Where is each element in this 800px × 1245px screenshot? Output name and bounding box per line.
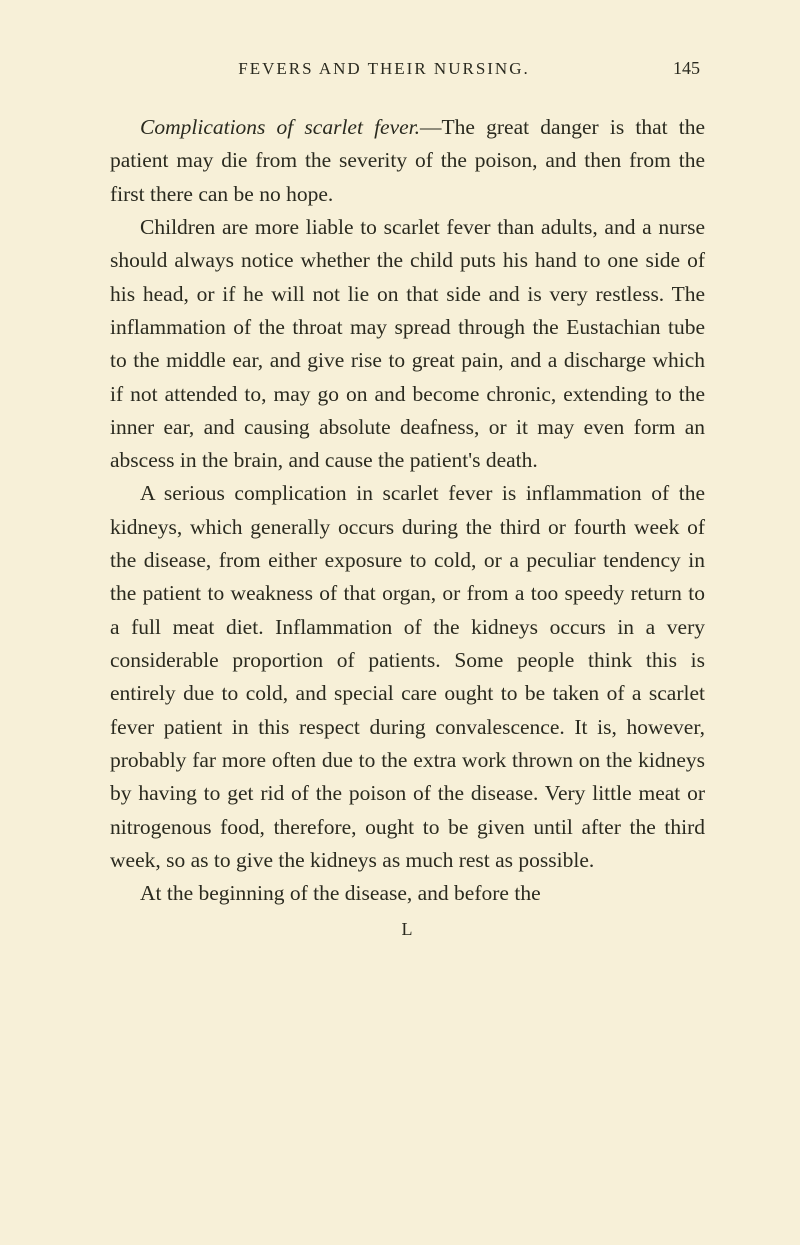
paragraph-4: At the beginning of the disease, and bef…	[110, 877, 705, 910]
page-header: FEVERS AND THEIR NURSING. 145	[110, 58, 705, 79]
paragraph-3: A serious complication in scarlet fever …	[110, 477, 705, 877]
paragraph-1: Complications of scarlet fever.—The grea…	[110, 111, 705, 211]
header-title: FEVERS AND THEIR NURSING.	[115, 59, 653, 79]
paragraph-2: Children are more liable to scarlet feve…	[110, 211, 705, 478]
signature-mark: L	[110, 919, 705, 940]
body-text: Complications of scarlet fever.—The grea…	[110, 111, 705, 911]
paragraph-1-italic: Complications of scarlet fever.	[140, 115, 420, 139]
page-number: 145	[673, 58, 700, 79]
